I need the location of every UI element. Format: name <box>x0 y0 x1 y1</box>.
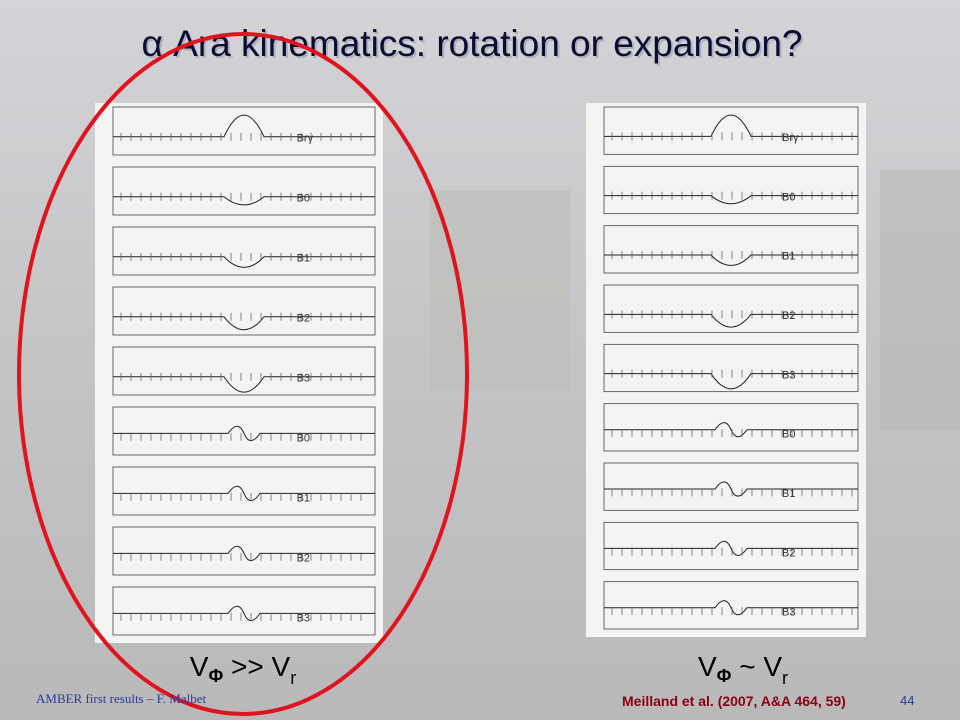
model-curve <box>113 545 375 562</box>
subplot-frame <box>603 462 859 511</box>
subplot-label: B3 <box>297 373 310 385</box>
subplot-label: B0 <box>297 433 310 445</box>
background-building <box>880 170 960 430</box>
panel-caption: VΦ >> Vr <box>190 651 296 688</box>
subplot-label: B0 <box>297 193 310 205</box>
subplot-label: B2 <box>782 310 795 322</box>
model-curve <box>604 373 858 390</box>
model-curve <box>604 114 858 137</box>
model-curve <box>604 540 858 556</box>
subplot-frame <box>112 406 376 456</box>
model-curve <box>113 485 375 502</box>
subplot-label: B1 <box>782 488 795 500</box>
subplot-frame <box>112 226 376 276</box>
highlight-ellipse <box>17 32 469 716</box>
subplot-frame <box>112 346 376 396</box>
subplot-label: B3 <box>297 613 310 625</box>
subplot-frame <box>112 466 376 516</box>
model-curve <box>113 605 375 622</box>
model-curve <box>113 376 375 393</box>
subplot-label: B2 <box>782 547 795 559</box>
subplot-frame <box>112 586 376 636</box>
subplot-frame <box>112 166 376 216</box>
caption-part: ~ V <box>731 651 782 682</box>
subplot-frame <box>112 286 376 336</box>
subplot-label: Brγ <box>782 132 799 144</box>
subplot-label: B3 <box>782 607 795 619</box>
model-curve <box>604 254 858 266</box>
subplot-frame <box>603 581 859 630</box>
model-curve <box>113 256 375 268</box>
background-building <box>430 190 570 390</box>
subplot-frame <box>603 343 859 393</box>
model-curve <box>604 422 858 438</box>
subplot-label: B0 <box>782 429 795 441</box>
model-curve <box>604 195 858 205</box>
model-curve <box>604 600 858 616</box>
figure-background <box>95 103 383 643</box>
footer-author: AMBER first results – F. Malbet <box>36 691 207 706</box>
panel-caption: VΦ ~ Vr <box>698 651 788 688</box>
subplot-frame <box>112 526 376 576</box>
subplot-frame <box>112 106 376 156</box>
subplot-frame <box>603 225 859 274</box>
caption-part: Φ <box>717 666 732 686</box>
model-curve <box>113 316 375 331</box>
caption-part: >> V <box>223 651 290 682</box>
subplot-label: B2 <box>297 553 310 565</box>
model-curve <box>604 481 858 497</box>
model-curve <box>113 114 375 138</box>
model-curve <box>113 425 375 442</box>
title: α Ara kinematics: rotation or expansion? <box>142 23 803 64</box>
subplot-frame <box>603 165 859 215</box>
subplot-label: B1 <box>782 251 795 263</box>
subplot-frame <box>603 403 859 452</box>
title-shadow: α Ara kinematics: rotation or expansion? <box>144 25 805 66</box>
model-curve <box>604 313 858 328</box>
figure-background <box>586 103 866 637</box>
caption-part: r <box>290 668 296 688</box>
subplot-label: B0 <box>782 191 795 203</box>
model-curve <box>113 196 375 206</box>
subplot-label: B3 <box>782 369 795 381</box>
subplot-label: B1 <box>297 493 310 505</box>
caption-part: r <box>782 668 788 688</box>
page-number: 44 <box>900 693 914 708</box>
subplot-label: B1 <box>297 253 310 265</box>
subplot-frame <box>603 106 859 155</box>
caption-part: V <box>698 651 717 682</box>
subplot-label: Brγ <box>297 133 314 145</box>
subplot-frame <box>603 284 859 333</box>
subplot-frame <box>603 521 859 571</box>
caption-part: Φ <box>208 666 223 686</box>
subplot-label: B2 <box>297 313 310 325</box>
caption-part: V <box>190 651 209 682</box>
citation: Meilland et al. (2007, A&A 464, 59) <box>622 693 846 709</box>
